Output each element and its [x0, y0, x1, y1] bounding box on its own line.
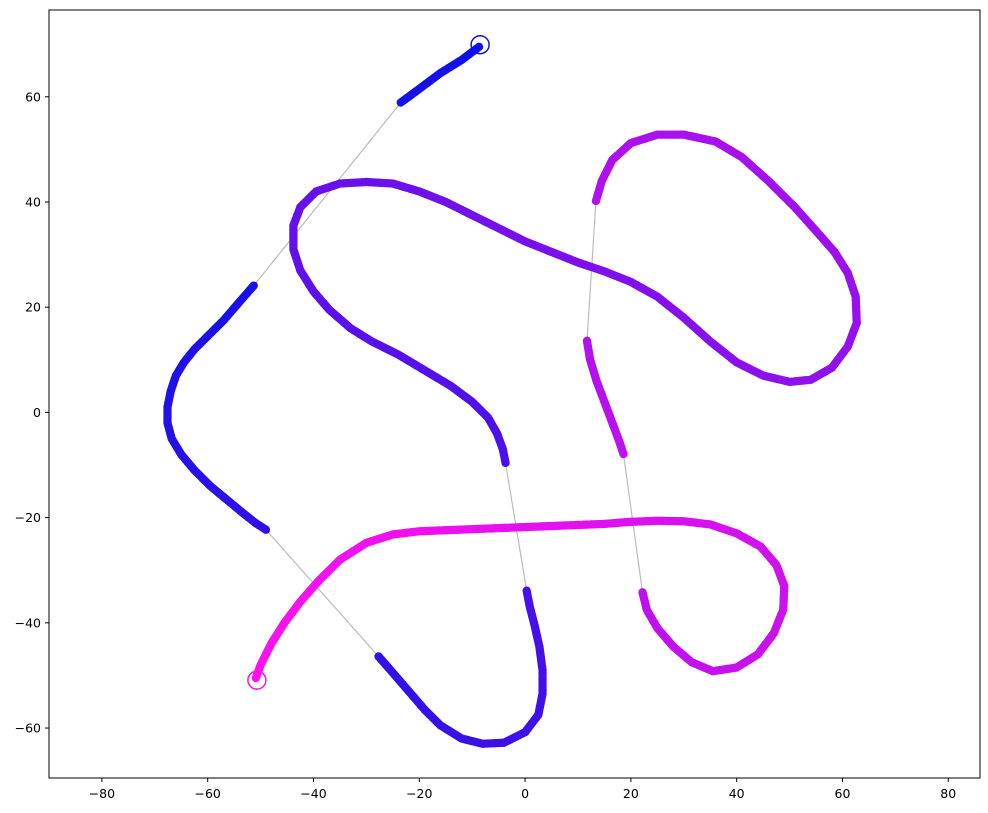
y-tick-label: 40: [25, 195, 41, 210]
x-tick-label: 0: [521, 786, 529, 801]
plot-frame: [48, 9, 981, 779]
x-tick-label: −60: [194, 786, 220, 801]
x-tick-label: −40: [300, 786, 326, 801]
data-point: [619, 449, 628, 459]
x-tick-label: −20: [406, 786, 432, 801]
y-tick-label: −20: [15, 510, 41, 525]
data-point: [261, 525, 271, 534]
data-point: [522, 586, 531, 595]
y-tick-label: 20: [25, 300, 41, 315]
data-point: [591, 196, 601, 206]
x-axis: −80 −60 −40 −20 0 20 40 60 80: [89, 778, 956, 801]
y-axis: −60 −40 −20 0 20 40 60: [15, 89, 49, 736]
end-marker: [247, 670, 267, 690]
y-tick-label: −40: [15, 615, 41, 630]
connector-line: [253, 102, 402, 287]
x-tick-label: −80: [89, 786, 115, 801]
x-tick-label: 60: [835, 786, 851, 801]
start-marker: [470, 34, 490, 55]
y-tick-label: 0: [33, 405, 41, 420]
x-tick-label: 20: [623, 786, 639, 801]
y-tick-label: 60: [25, 89, 41, 104]
connector-line: [265, 529, 380, 657]
data-point: [251, 673, 261, 683]
x-tick-label: 80: [940, 786, 956, 801]
endpoint-markers: [247, 34, 490, 690]
x-tick-label: 40: [729, 786, 745, 801]
data-points: [163, 42, 861, 749]
data-point: [396, 98, 405, 107]
plot-background: [49, 10, 980, 778]
y-tick-label: −60: [15, 721, 41, 736]
